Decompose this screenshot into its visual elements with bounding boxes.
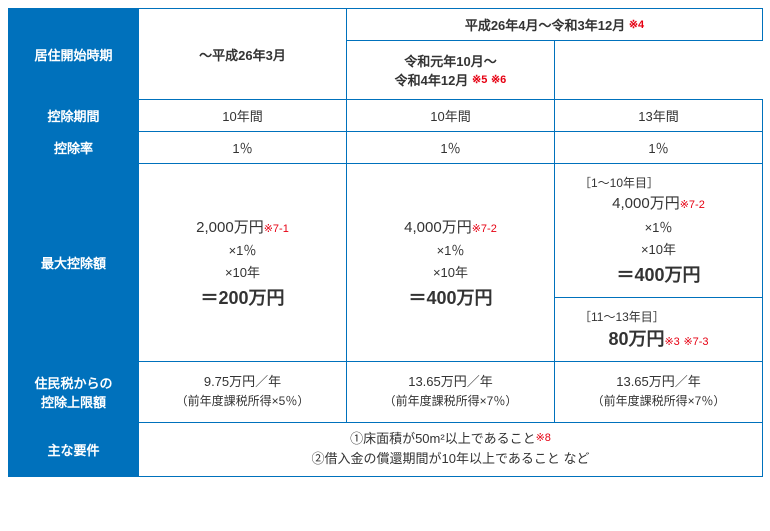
resident-tax-p3: 13.65万円／年 （前年度課税所得×7％） [555,361,763,422]
max-p3b-result: 80万円 [608,329,664,349]
requirement-1-ref: ※8 [536,432,551,444]
max-p3b: ［11～13年目］ 80万円※3 ※7-3 [555,297,763,361]
resident-tax-p1-note: （前年度課税所得×5％） [143,392,342,411]
max-p3a-l3: ×10年 [559,239,758,261]
max-p1: 2,000万円※7-1 ×1％ ×10年 ＝200万円 [139,164,347,362]
max-p3b-label: ［11～13年目］ [559,308,758,325]
deduction-period-p1: 10年間 [139,100,347,132]
period-3-ref-a: ※5 [472,74,487,86]
max-p3a-ref: ※7-2 [680,199,705,211]
requirement-1: ①床面積が50m²以上であること [350,431,536,446]
max-p3a-base: 4,000万円 [612,195,680,212]
resident-tax-p2: 13.65万円／年 （前年度課税所得×7％） [347,361,555,422]
resident-tax-p3-note: （前年度課税所得×7％） [559,392,758,411]
period-2-ref: ※4 [629,19,644,31]
deduction-table: 居住開始時期 ～平成26年3月 平成26年4月～令和3年12月 ※4 令和元年1… [8,8,763,477]
period-1: ～平成26年3月 [139,9,347,100]
resident-tax-p1: 9.75万円／年 （前年度課税所得×5％） [139,361,347,422]
resident-tax-p2-amt: 13.65万円／年 [351,372,550,393]
max-p2-result: ＝400万円 [351,284,550,310]
row-header-deduction-period: 控除期間 [9,100,139,132]
resident-tax-p1-amt: 9.75万円／年 [143,372,342,393]
max-p3a-label: ［1～10年目］ [559,174,758,191]
max-p3a-result: ＝400万円 [559,261,758,287]
period-2: 平成26年4月～令和3年12月 ※4 [347,9,763,41]
resident-tax-p2-note: （前年度課税所得×7％） [351,392,550,411]
max-p1-ref: ※7-1 [264,223,289,235]
deduction-period-p3: 13年間 [555,100,763,132]
row-header-start-period: 居住開始時期 [9,9,139,100]
max-p2-base: 4,000万円 [404,219,472,236]
row-header-max-deduction: 最大控除額 [9,164,139,362]
deduction-rate-p1: 1％ [139,132,347,164]
max-p1-result: ＝200万円 [143,284,342,310]
period-2-text: 平成26年4月～令和3年12月 [465,18,625,33]
max-p3b-ref-a: ※3 [664,336,679,348]
max-p3b-ref-b: ※7-3 [683,336,708,348]
max-p2-l3: ×10年 [351,262,550,284]
row-header-resident-tax: 住民税からの 控除上限額 [9,361,139,422]
max-p2: 4,000万円※7-2 ×1％ ×10年 ＝400万円 [347,164,555,362]
requirements-cell: ①床面積が50m²以上であること※8 ②借入金の償還期間が10年以上であること … [139,422,763,477]
max-p1-base: 2,000万円 [196,219,264,236]
max-p2-ref: ※7-2 [472,223,497,235]
deduction-period-p2: 10年間 [347,100,555,132]
max-p3a-l2: ×1％ [559,217,758,239]
max-p3a: ［1～10年目］ 4,000万円※7-2 ×1％ ×10年 ＝400万円 [555,164,763,298]
row-header-deduction-rate: 控除率 [9,132,139,164]
requirement-2: ②借入金の償還期間が10年以上であること など [143,449,758,470]
max-p1-l2: ×1％ [143,240,342,262]
resident-tax-p3-amt: 13.65万円／年 [559,372,758,393]
max-p1-l3: ×10年 [143,262,342,284]
row-header-requirements: 主な要件 [9,422,139,477]
max-p2-l2: ×1％ [351,240,550,262]
deduction-rate-p3: 1％ [555,132,763,164]
deduction-rate-p2: 1％ [347,132,555,164]
period-3: 令和元年10月～ 令和4年12月 ※5 ※6 [347,41,555,100]
period-3-ref-b: ※6 [491,74,506,86]
